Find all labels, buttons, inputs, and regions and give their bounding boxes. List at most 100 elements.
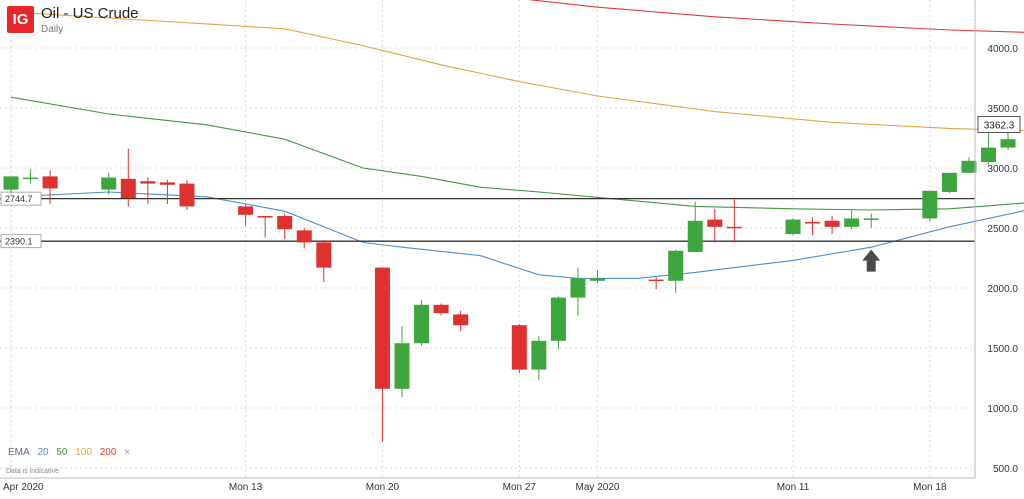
x-tick-label: Mon 27 [503,482,537,493]
candle-body [844,218,860,227]
x-tick-label: May 2020 [576,482,620,493]
candle-body [550,297,566,341]
level-label: 2390.1 [5,237,33,247]
candle[interactable] [550,296,566,350]
chart-title: Oil - US Crude [41,5,139,22]
candle[interactable] [414,300,430,346]
candle-body [824,220,840,227]
candle[interactable] [257,216,273,238]
candle[interactable] [648,277,664,290]
candle-body [42,176,58,189]
candle-body [374,267,390,389]
ema-200-period[interactable]: 200 [99,447,117,458]
candle[interactable] [101,172,117,195]
level-label: 2744.7 [5,194,33,204]
candle[interactable] [805,217,821,236]
ema-50-line [10,96,1024,211]
candle[interactable] [961,157,977,173]
candle[interactable] [296,228,312,249]
ema-20-period[interactable]: 20 [37,447,49,458]
disclaimer-text: Data is indicative [6,468,59,475]
candle[interactable] [570,267,586,316]
level-label-box [0,234,42,249]
candle[interactable] [316,240,332,282]
candle-body [941,172,957,192]
candle[interactable] [277,213,293,239]
candle[interactable] [433,303,449,316]
candle-body [590,278,605,281]
candle[interactable] [238,204,254,226]
candle[interactable] [863,213,879,228]
candle[interactable] [726,199,742,243]
candle-body [238,206,254,215]
candle-body [433,304,449,314]
candle-body [922,190,938,219]
x-tick-label: Mon 13 [229,482,263,493]
candle[interactable] [42,170,58,204]
ig-logo: IG [7,6,34,33]
candle[interactable] [941,172,957,194]
candle[interactable] [668,249,684,293]
candle[interactable] [981,133,996,165]
candle[interactable] [785,218,801,236]
candle-body [277,216,293,230]
candle[interactable] [159,180,175,204]
x-tick-label: Mon 18 [913,482,947,493]
y-tick-label: 3500.0 [987,104,1018,115]
candle-body [648,279,664,282]
y-tick-label: 1500.0 [987,344,1018,355]
candle[interactable] [687,201,703,252]
candle-body [101,177,117,190]
candle[interactable] [844,210,860,230]
candle-body [981,147,996,162]
candle[interactable] [120,148,136,207]
current-price-label: 3362.3 [984,121,1015,132]
candle[interactable] [824,216,840,234]
candle[interactable] [374,267,390,442]
ema-100-line [10,11,1024,132]
candle[interactable] [394,326,410,398]
candle-body [140,181,156,184]
x-tick-label: Mon 20 [366,482,400,493]
candle[interactable] [511,324,527,374]
candle[interactable] [23,169,39,184]
ema-100-period[interactable]: 100 [75,447,92,458]
candle-body [863,218,879,220]
candle-body [414,304,430,344]
candle-body [316,242,332,268]
x-tick-label: Mon 11 [777,482,810,493]
candle-body [257,216,273,218]
level-label-box [0,191,42,206]
candle-body [726,226,742,229]
y-tick-label: 500.0 [993,464,1018,475]
candle-body [23,177,39,180]
candle[interactable] [140,177,156,204]
candle-body [3,176,19,190]
candle-body [687,220,703,252]
x-tick-label: Apr 2020 [3,482,44,493]
candle-body [531,340,547,370]
y-tick-label: 1000.0 [987,404,1018,415]
ema-50-period[interactable]: 50 [56,447,68,458]
up-arrow-icon [862,249,881,272]
candle-body [961,160,977,173]
chart-subtitle: Daily [41,24,64,35]
candle[interactable] [453,310,469,332]
candle[interactable] [3,176,19,194]
candle-body [453,314,469,326]
candle[interactable] [922,190,938,221]
candle-body [1000,139,1016,148]
candle-body [511,325,527,370]
indicator-label[interactable]: EMA [8,447,30,458]
candle[interactable] [1000,132,1016,150]
candle[interactable] [590,270,605,284]
candle[interactable] [179,180,195,210]
candle-body [159,182,175,185]
candle[interactable] [707,208,723,243]
candle[interactable] [531,336,547,381]
ema-200-line [527,0,1024,33]
close-icon[interactable]: × [124,447,131,458]
y-tick-label: 2000.0 [987,284,1018,295]
